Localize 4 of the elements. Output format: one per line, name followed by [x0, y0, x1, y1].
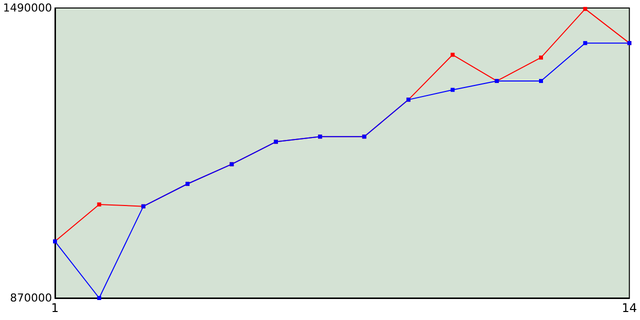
- y-tick-label: 1490000: [2, 2, 52, 14]
- y-tick-label: 870000: [10, 292, 52, 304]
- x-tick-label: 1: [51, 301, 59, 315]
- x-tick-label: 14: [622, 301, 638, 315]
